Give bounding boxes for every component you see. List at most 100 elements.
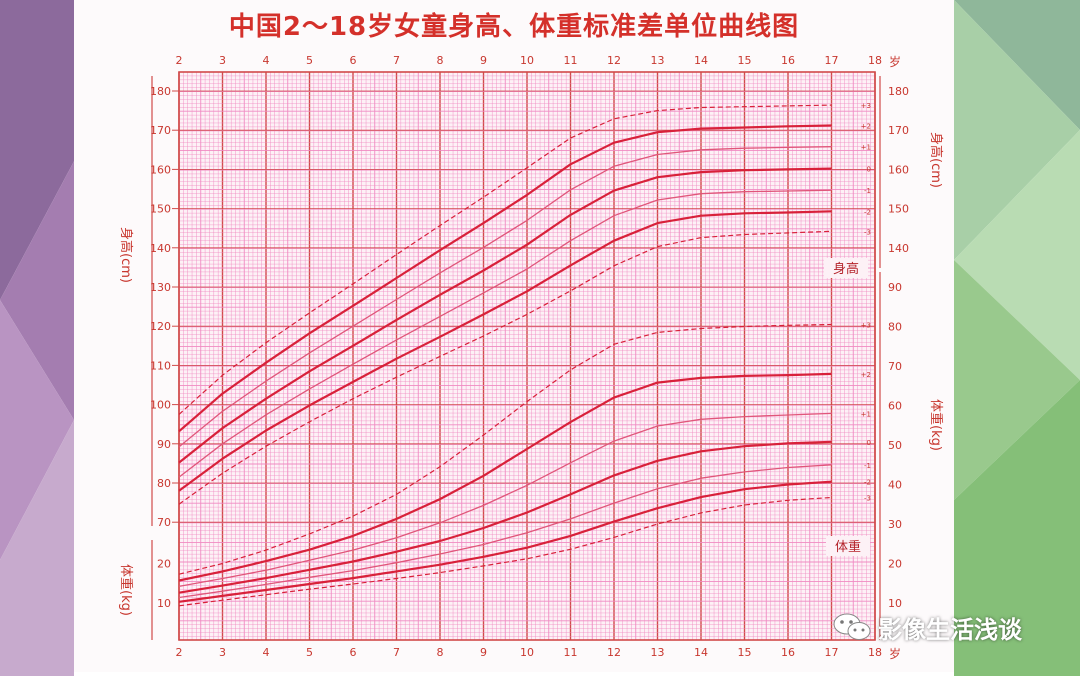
height-curve-4	[178, 189, 832, 478]
weight-curve-0	[178, 323, 832, 575]
x-tick-label-bottom: 2	[176, 646, 183, 659]
y-tick-label-height-left: 70	[157, 516, 171, 529]
chart-title: 中国2～18岁女童身高、体重标准差单位曲线图	[228, 12, 800, 42]
y-tick-label-height-right: 170	[888, 124, 909, 137]
y-tick-label-height-left: 110	[150, 359, 171, 372]
x-tick-label-top: 3	[219, 54, 226, 67]
height-sd-label: -3	[864, 228, 871, 236]
weight-curve-1	[178, 372, 832, 582]
x-tick-label-bottom: 7	[393, 646, 400, 659]
x-tick-label-top: 7	[393, 54, 400, 67]
y-tick-label-height-right: 150	[888, 203, 909, 216]
y-tick-label-height-right: 160	[888, 163, 909, 176]
y-tick-label-height-left: 180	[150, 85, 171, 98]
weight-curve-2	[178, 412, 832, 588]
weight-curve-4	[178, 464, 832, 599]
y-tick-label-height-left: 140	[150, 242, 171, 255]
x-unit-label-top: 岁	[889, 54, 901, 69]
x-tick-label-top: 2	[176, 54, 183, 67]
x-tick-label-top: 5	[306, 54, 313, 67]
x-tick-label-top: 12	[607, 54, 621, 67]
x-tick-label-bottom: 5	[306, 646, 313, 659]
y-axis-title-height-right: 身高(cm)	[928, 132, 944, 188]
y-tick-label-height-right: 180	[888, 85, 909, 98]
x-tick-label-bottom: 6	[350, 646, 357, 659]
x-tick-label-bottom: 8	[437, 646, 444, 659]
y-tick-label-weight-right: 40	[888, 479, 902, 492]
y-tick-label-height-right: 140	[888, 242, 909, 255]
height-curve-5	[178, 210, 832, 492]
y-axis-title-height-left: 身高(cm)	[118, 227, 134, 283]
x-tick-label-top: 8	[437, 54, 444, 67]
x-tick-label-bottom: 4	[263, 646, 270, 659]
x-tick-label-bottom: 16	[781, 646, 795, 659]
y-tick-label-weight-left: 20	[157, 558, 171, 571]
y-tick-label-weight-right: 60	[888, 400, 902, 413]
weight-label-bg	[826, 536, 870, 556]
height-curve-3	[178, 167, 832, 464]
height-sd-label: -2	[864, 208, 871, 216]
x-tick-label-bottom: 11	[564, 646, 578, 659]
y-tick-label-height-left: 170	[150, 124, 171, 137]
x-tick-label-bottom: 14	[694, 646, 708, 659]
y-tick-label-height-left: 130	[150, 281, 171, 294]
weight-curve-3	[178, 440, 832, 594]
x-tick-label-bottom: 3	[219, 646, 226, 659]
y-tick-label-weight-right: 20	[888, 558, 902, 571]
x-tick-label-top: 10	[520, 54, 534, 67]
y-axis-title-weight-left: 体重(kg)	[118, 564, 134, 616]
height-curve-1	[178, 124, 832, 433]
wechat-icon	[833, 613, 871, 640]
y-tick-label-height-left: 90	[157, 438, 171, 451]
growth-chart: 2 2 3 3 4 4 5 5 6 6 7 7 8 8 9 9 10 10 11 11 12 12 13 13 14 14 15 15…	[118, 54, 944, 661]
weight-sd-label: +1	[861, 410, 871, 418]
weight-sd-label: +2	[861, 371, 871, 379]
weight-sd-label: -1	[864, 462, 871, 470]
weight-curve-5	[178, 480, 832, 603]
x-tick-label-bottom: 17	[825, 646, 839, 659]
height-sd-label: +2	[861, 122, 871, 130]
weight-sd-label: 0	[867, 439, 871, 447]
x-tick-label-top: 16	[781, 54, 795, 67]
height-label: 身高	[833, 261, 859, 277]
height-sd-label: +3	[861, 102, 871, 110]
x-tick-label-top: 15	[738, 54, 752, 67]
watermark: 影像生活浅谈	[832, 612, 1022, 644]
x-tick-label-bottom: 9	[480, 646, 487, 659]
y-tick-label-height-left: 100	[150, 399, 171, 412]
y-tick-label-height-left: 120	[150, 320, 171, 333]
weight-curve-6	[178, 496, 832, 607]
y-tick-label-weight-right: 80	[888, 321, 902, 334]
y-axis-title-weight-right: 体重(kg)	[928, 399, 944, 451]
y-tick-label-weight-right: 50	[888, 439, 902, 452]
x-unit-label-bottom: 岁	[889, 646, 901, 661]
height-curve-2	[178, 146, 832, 448]
y-tick-label-weight-right: 10	[888, 597, 902, 610]
y-tick-label-weight-right: 70	[888, 360, 902, 373]
height-sd-label: 0	[867, 166, 871, 174]
x-tick-label-bottom: 13	[651, 646, 665, 659]
y-tick-label-height-left: 80	[157, 477, 171, 490]
x-tick-label-bottom: 18	[868, 646, 882, 659]
height-label-bg	[824, 258, 868, 278]
x-tick-label-top: 6	[350, 54, 357, 67]
x-tick-label-bottom: 12	[607, 646, 621, 659]
x-tick-label-bottom: 10	[520, 646, 534, 659]
weight-label: 体重	[835, 539, 861, 555]
x-tick-label-top: 13	[651, 54, 665, 67]
y-tick-label-weight-right: 30	[888, 518, 902, 531]
y-tick-label-height-left: 160	[150, 163, 171, 176]
x-tick-label-top: 11	[564, 54, 578, 67]
y-tick-label-weight-left: 10	[157, 597, 171, 610]
weight-sd-label: -2	[864, 479, 871, 487]
y-tick-label-weight-right: 90	[888, 281, 902, 294]
plot-frame	[178, 71, 876, 641]
height-curve-6	[178, 230, 832, 505]
height-sd-label: +1	[861, 144, 871, 152]
height-curve-0	[178, 104, 832, 415]
x-tick-label-bottom: 15	[738, 646, 752, 659]
x-tick-label-top: 14	[694, 54, 708, 67]
watermark-text: 影像生活浅谈	[878, 615, 1022, 644]
weight-sd-label: -3	[864, 495, 871, 503]
